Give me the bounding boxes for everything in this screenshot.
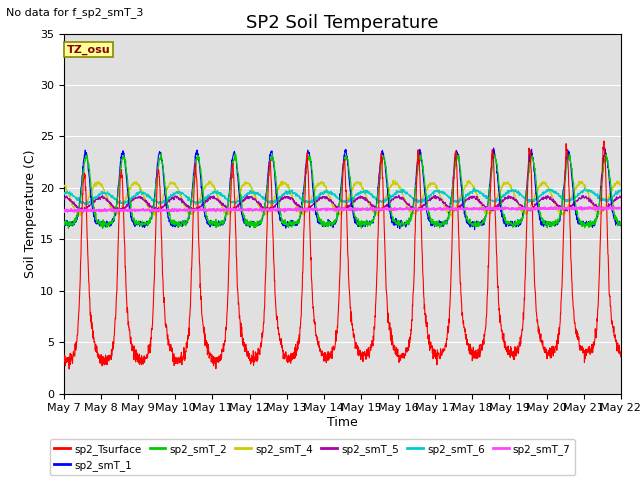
- sp2_smT_6: [568, 197, 575, 203]
- sp2_smT_6: [216, 192, 223, 197]
- Line: sp2_smT_7: sp2_smT_7: [64, 206, 621, 212]
- sp2_smT_1: [60, 222, 68, 228]
- sp2_smT_6: [84, 202, 92, 208]
- Legend: sp2_Tsurface, sp2_smT_1, sp2_smT_2, sp2_smT_4, sp2_smT_5, sp2_smT_6, sp2_smT_7: sp2_Tsurface, sp2_smT_1, sp2_smT_2, sp2_…: [50, 439, 575, 475]
- sp2_smT_7: [70, 209, 78, 215]
- sp2_Tsurface: [65, 366, 73, 372]
- sp2_smT_5: [568, 202, 576, 208]
- sp2_smT_2: [568, 166, 576, 171]
- sp2_smT_7: [617, 205, 625, 211]
- sp2_smT_5: [154, 209, 162, 215]
- Line: sp2_smT_4: sp2_smT_4: [64, 180, 621, 216]
- sp2_smT_5: [395, 192, 403, 198]
- sp2_Tsurface: [600, 138, 608, 144]
- sp2_smT_6: [60, 192, 68, 198]
- sp2_Tsurface: [568, 278, 575, 284]
- sp2_Tsurface: [371, 323, 379, 329]
- sp2_smT_4: [584, 190, 591, 196]
- sp2_smT_1: [358, 224, 366, 229]
- sp2_smT_4: [216, 197, 223, 203]
- sp2_smT_6: [580, 185, 588, 191]
- sp2_smT_4: [465, 177, 473, 183]
- Text: No data for f_sp2_smT_3: No data for f_sp2_smT_3: [6, 7, 144, 18]
- sp2_smT_2: [216, 223, 223, 228]
- sp2_smT_2: [505, 218, 513, 224]
- sp2_smT_6: [584, 189, 591, 195]
- sp2_Tsurface: [216, 353, 223, 359]
- sp2_Tsurface: [60, 354, 68, 360]
- sp2_smT_2: [584, 223, 591, 228]
- Line: sp2_smT_2: sp2_smT_2: [64, 154, 621, 228]
- sp2_smT_5: [371, 205, 379, 211]
- sp2_Tsurface: [617, 354, 625, 360]
- sp2_smT_5: [505, 194, 513, 200]
- sp2_Tsurface: [584, 350, 591, 356]
- sp2_smT_2: [99, 226, 106, 231]
- sp2_smT_1: [584, 223, 591, 228]
- Line: sp2_smT_5: sp2_smT_5: [64, 195, 621, 212]
- sp2_smT_2: [157, 151, 165, 156]
- X-axis label: Time: Time: [327, 416, 358, 429]
- sp2_smT_5: [216, 200, 223, 206]
- sp2_smT_7: [359, 207, 367, 213]
- sp2_smT_2: [371, 211, 379, 216]
- Text: TZ_osu: TZ_osu: [67, 44, 111, 55]
- sp2_smT_7: [584, 205, 591, 211]
- sp2_smT_7: [216, 208, 223, 214]
- sp2_smT_4: [617, 181, 625, 187]
- sp2_smT_6: [371, 193, 379, 199]
- sp2_smT_5: [584, 196, 591, 202]
- sp2_smT_5: [359, 195, 367, 201]
- sp2_smT_1: [617, 221, 625, 227]
- Line: sp2_smT_1: sp2_smT_1: [64, 148, 621, 229]
- sp2_smT_7: [568, 205, 575, 211]
- sp2_smT_5: [617, 194, 625, 200]
- sp2_smT_4: [60, 182, 68, 188]
- sp2_smT_1: [371, 214, 378, 219]
- sp2_smT_2: [617, 219, 625, 225]
- sp2_smT_7: [60, 209, 68, 215]
- sp2_Tsurface: [504, 351, 512, 357]
- sp2_smT_7: [504, 206, 512, 212]
- sp2_smT_2: [359, 222, 367, 228]
- sp2_smT_4: [568, 193, 576, 199]
- sp2_smT_6: [504, 189, 512, 194]
- sp2_smT_4: [447, 213, 455, 219]
- sp2_smT_1: [505, 223, 513, 229]
- sp2_smT_5: [60, 195, 68, 201]
- sp2_smT_1: [471, 227, 479, 232]
- sp2_smT_6: [359, 189, 367, 194]
- sp2_smT_4: [358, 186, 366, 192]
- Line: sp2_Tsurface: sp2_Tsurface: [64, 141, 621, 369]
- sp2_smT_1: [568, 177, 576, 183]
- Y-axis label: Soil Temperature (C): Soil Temperature (C): [24, 149, 37, 278]
- sp2_smT_1: [216, 222, 223, 228]
- sp2_smT_7: [371, 207, 379, 213]
- sp2_smT_1: [490, 145, 497, 151]
- Title: SP2 Soil Temperature: SP2 Soil Temperature: [246, 14, 438, 32]
- sp2_smT_4: [505, 181, 513, 187]
- sp2_Tsurface: [359, 349, 367, 355]
- sp2_smT_7: [610, 204, 618, 209]
- Line: sp2_smT_6: sp2_smT_6: [64, 188, 621, 205]
- sp2_smT_2: [60, 220, 68, 226]
- sp2_smT_4: [371, 210, 378, 216]
- sp2_smT_6: [617, 188, 625, 193]
